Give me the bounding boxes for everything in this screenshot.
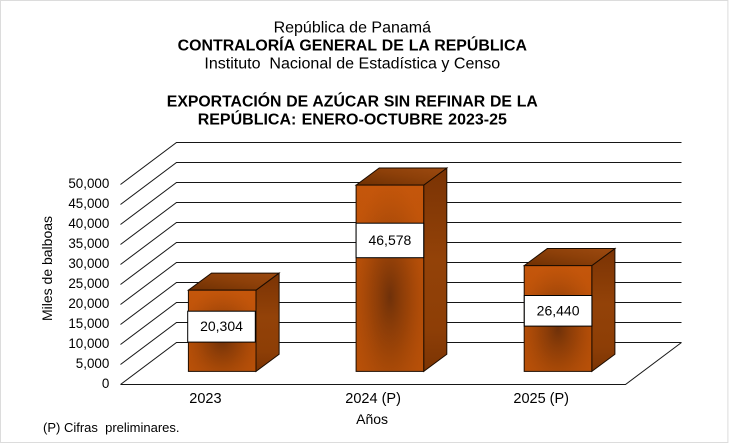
svg-text:2025 (P): 2025 (P) (513, 391, 569, 407)
svg-text:10,000: 10,000 (68, 336, 109, 351)
svg-text:30,000: 30,000 (68, 256, 109, 271)
svg-text:Años: Años (356, 411, 388, 427)
svg-text:25,000: 25,000 (68, 276, 109, 291)
svg-text:26,440: 26,440 (537, 302, 580, 318)
svg-text:2024 (P): 2024 (P) (345, 391, 401, 407)
svg-text:(P) Cifras preliminares.: (P) Cifras preliminares. (43, 420, 180, 435)
svg-text:35,000: 35,000 (68, 236, 109, 251)
svg-text:EXPORTACIÓN DE AZÚCAR SIN REFI: EXPORTACIÓN DE AZÚCAR SIN REFINAR DE LA (167, 91, 538, 110)
svg-text:REPÚBLICA: ENERO-OCTUBRE 2023-: REPÚBLICA: ENERO-OCTUBRE 2023-25 (198, 109, 507, 128)
svg-text:40,000: 40,000 (68, 216, 109, 231)
svg-text:CONTRALORÍA GENERAL DE LA REPÚ: CONTRALORÍA GENERAL DE LA REPÚBLICA (178, 36, 528, 55)
svg-text:5,000: 5,000 (76, 356, 110, 371)
svg-text:50,000: 50,000 (68, 176, 109, 191)
svg-text:Instituto Nacional de Estadís: Instituto Nacional de Estadística y Cens… (204, 55, 500, 73)
svg-text:45,000: 45,000 (68, 196, 109, 211)
svg-text:2023: 2023 (189, 391, 221, 407)
svg-text:15,000: 15,000 (68, 316, 109, 331)
svg-text:Miles de balboas: Miles de balboas (39, 216, 55, 321)
svg-text:46,578: 46,578 (368, 232, 411, 248)
svg-text:0: 0 (102, 376, 109, 391)
svg-text:20,000: 20,000 (68, 296, 109, 311)
svg-text:20,304: 20,304 (200, 318, 243, 334)
svg-text:República de Panamá: República de Panamá (274, 20, 432, 37)
